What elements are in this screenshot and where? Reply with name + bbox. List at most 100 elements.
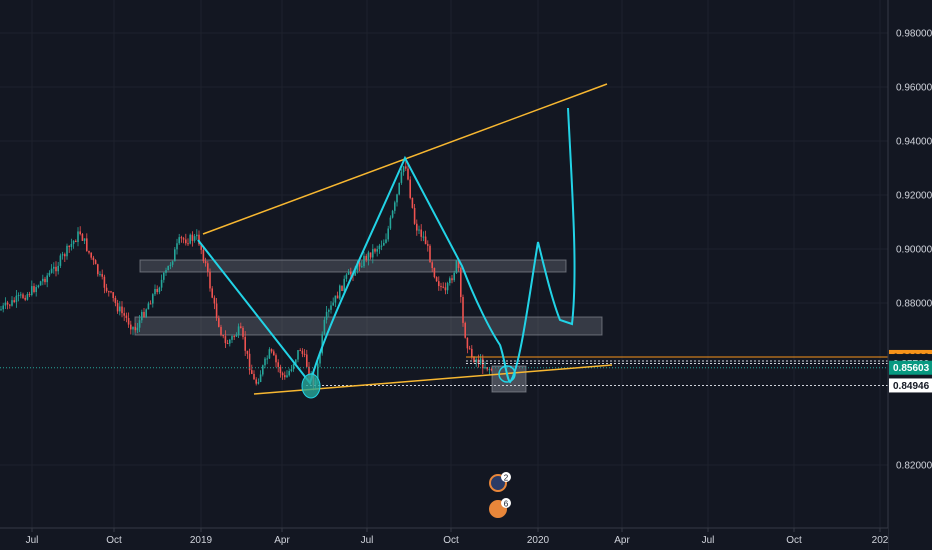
- candle-body: [6, 302, 9, 305]
- candle-body: [220, 326, 222, 335]
- candle-body: [429, 245, 431, 263]
- candle-body: [132, 326, 134, 330]
- candle-body: [180, 237, 183, 239]
- candle-body: [440, 286, 442, 288]
- candle-body: [88, 250, 90, 253]
- candle-body: [171, 261, 174, 265]
- candle-body: [156, 288, 158, 293]
- candle-body: [37, 285, 40, 288]
- candle-body: [15, 295, 18, 303]
- candle-body: [141, 311, 143, 321]
- candle-body: [281, 373, 284, 376]
- candle-body: [119, 306, 121, 312]
- candle-body: [24, 297, 26, 300]
- candle-body: [275, 355, 277, 363]
- candle-body: [127, 318, 130, 325]
- candle-body: [224, 336, 227, 344]
- candle-body: [114, 298, 117, 304]
- candle-body: [350, 271, 352, 275]
- candle-body: [163, 272, 165, 280]
- candle-body: [28, 294, 31, 296]
- candle-body: [422, 236, 425, 238]
- candle-body: [330, 305, 332, 310]
- candle-body: [237, 326, 240, 336]
- zone-rect[interactable]: [139, 259, 567, 273]
- candle-body: [143, 311, 145, 317]
- candle-body: [424, 236, 427, 245]
- y-tick-label: 0.96000: [896, 83, 932, 94]
- candle-body: [475, 359, 477, 363]
- candle-body: [396, 194, 398, 203]
- candle-body: [215, 303, 218, 319]
- candle-body: [341, 285, 343, 291]
- candle-body: [433, 268, 436, 278]
- candle-body: [103, 276, 106, 288]
- candle-body: [407, 168, 409, 180]
- candle-body: [413, 207, 416, 224]
- candle-body: [251, 370, 253, 374]
- event-count: 2: [504, 474, 509, 483]
- candle-body: [334, 295, 337, 303]
- candle-body: [202, 249, 205, 262]
- candle-body: [145, 309, 147, 317]
- candle-body: [484, 367, 486, 369]
- candle-body: [253, 373, 255, 380]
- projection-circle[interactable]: [498, 365, 516, 383]
- candle-body: [380, 245, 383, 247]
- event-markers[interactable]: 26: [489, 472, 511, 518]
- candle-body: [99, 274, 101, 276]
- candle-body: [246, 350, 249, 354]
- candle-body: [66, 245, 68, 257]
- candle-body: [444, 287, 447, 291]
- candle-body: [218, 318, 220, 327]
- candle-body: [418, 229, 420, 231]
- candle-body: [160, 279, 163, 288]
- candle-body: [451, 278, 453, 281]
- price-axis-background: [888, 0, 932, 550]
- candle-body: [81, 234, 84, 241]
- candle-body: [299, 350, 301, 352]
- candle-body: [255, 379, 257, 384]
- candle-body: [75, 240, 77, 243]
- candle-body: [72, 240, 75, 244]
- x-tick-label: Jul: [361, 535, 374, 546]
- time-axis[interactable]: Jul Oct 2019 Apr Jul Oct 2020 Apr Jul Oct 202: [0, 527, 889, 550]
- y-tick-label: 0.92000: [896, 191, 932, 202]
- candle-body: [191, 234, 194, 241]
- highlight-ellipse[interactable]: [301, 373, 321, 399]
- candle-body: [367, 252, 370, 260]
- candle-body: [464, 322, 466, 338]
- candle-body: [262, 365, 264, 375]
- candle-body: [193, 236, 196, 241]
- candle-body: [416, 223, 418, 231]
- candle-body: [200, 244, 202, 250]
- x-tick-label: Oct: [106, 535, 122, 546]
- candle-body: [363, 255, 365, 267]
- candle-body: [130, 324, 132, 330]
- candle-body: [356, 262, 359, 271]
- candle-body: [411, 197, 414, 208]
- candle-body: [354, 270, 356, 276]
- candle-body: [92, 257, 95, 261]
- candle-body: [101, 274, 103, 277]
- candle-body: [244, 336, 246, 351]
- candle-body: [4, 302, 7, 306]
- candle-body: [61, 254, 64, 256]
- candle-body: [198, 234, 200, 245]
- candle-body: [86, 238, 88, 251]
- candle-body: [44, 278, 46, 283]
- candle-body: [336, 295, 339, 299]
- price-badge[interactable]: [889, 378, 932, 393]
- candle-body: [284, 375, 286, 378]
- candle-body: [347, 271, 350, 275]
- candle-body: [136, 327, 139, 331]
- candle-body: [427, 244, 429, 246]
- candle-body: [306, 354, 308, 367]
- candle-body: [121, 306, 123, 314]
- price-badge[interactable]: [889, 360, 932, 375]
- candle-body: [105, 287, 108, 292]
- zone-rect[interactable]: [134, 316, 603, 336]
- price-axis[interactable]: 0.98000 0.96000 0.94000 0.92000 0.90000 0.880…: [887, 0, 932, 550]
- candle-body: [290, 369, 293, 372]
